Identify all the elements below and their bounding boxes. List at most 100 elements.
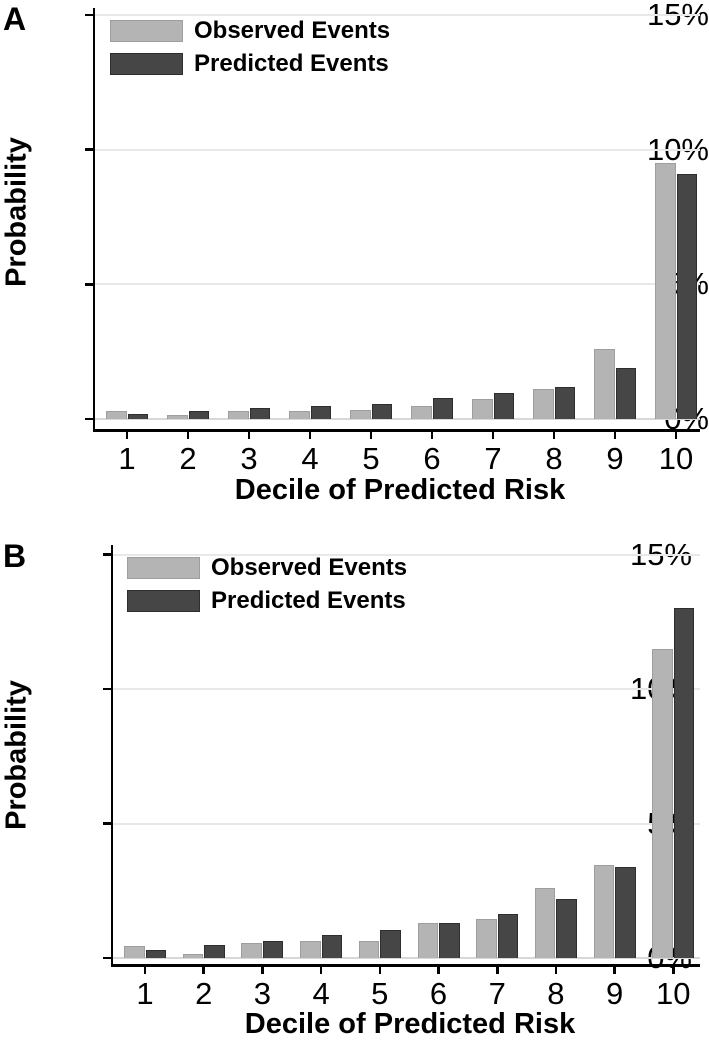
bar-observed-decile-9 [593,865,615,958]
y-axis-tick [103,553,113,556]
bar-observed-decile-6 [411,405,432,419]
legend-label-predicted: Predicted Events [194,50,389,77]
bar-observed-decile-1 [124,945,145,958]
y-axis-tick [85,148,95,151]
x-tick-label-6: 6 [423,441,441,476]
bar-predicted-decile-2 [204,944,225,958]
legend-item-observed: Observed Events [110,19,390,43]
x-axis-tick [674,429,678,439]
x-axis-tick [319,964,323,974]
x-axis-tick [308,429,312,439]
gridline-0pct [95,418,700,420]
x-axis-tick [496,964,499,974]
x-tick-label-9: 9 [606,441,624,476]
bar-observed-decile-3 [241,943,262,958]
panel-a-x-axis-title: Decile of Predicted Risk [234,474,566,506]
gridline-15pct [113,553,700,556]
predicted-swatch-icon [110,53,183,75]
observed-swatch-icon [110,20,183,42]
x-axis-tick [125,429,129,439]
bar-observed-decile-3 [228,410,249,419]
predicted-swatch-icon [127,590,200,612]
x-tick-label-7: 7 [484,441,502,476]
x-tick-label-7: 7 [488,976,506,1011]
x-tick-label-3: 3 [253,976,272,1011]
x-tick-label-5: 5 [371,976,389,1011]
x-tick-label-8: 8 [547,976,565,1011]
bar-observed-decile-10 [655,163,676,419]
bar-observed-decile-8 [534,888,556,958]
y-axis-tick [85,417,95,421]
x-tick-label-4: 4 [301,441,319,476]
x-tick-label-3: 3 [240,441,258,476]
gridline-10pct [95,148,700,151]
x-axis-tick [491,429,495,439]
panel-b-legend: Observed Events Predicted Events [127,556,407,622]
x-axis-tick [143,964,147,974]
legend-label-observed: Observed Events [194,17,391,44]
x-tick-label-1: 1 [136,976,154,1011]
x-tick-label-4: 4 [312,976,330,1011]
bar-observed-decile-9 [594,349,615,419]
bar-observed-decile-10 [652,648,673,958]
x-axis-tick [202,964,205,974]
x-tick-label-2: 2 [179,441,197,476]
x-axis-line [110,964,700,967]
x-tick-label-10: 10 [658,441,694,476]
legend-item-predicted: Predicted Events [110,52,390,76]
bar-observed-decile-2 [182,954,204,958]
bar-predicted-decile-9 [615,367,636,419]
bar-predicted-decile-5 [380,929,401,958]
bar-observed-decile-5 [350,409,371,419]
bar-observed-decile-6 [417,923,438,958]
bar-predicted-decile-4 [321,935,343,958]
bar-predicted-decile-5 [371,404,392,419]
bar-predicted-decile-7 [497,913,519,958]
x-tick-label-9: 9 [605,976,624,1011]
bar-observed-decile-8 [533,389,554,419]
x-axis-line [92,429,700,432]
legend-label-observed: Observed Events [211,554,408,581]
gridline-5pct [113,822,700,825]
bar-predicted-decile-8 [554,386,575,419]
x-axis-tick [430,429,434,439]
x-tick-label-8: 8 [545,441,563,476]
bar-observed-decile-7 [476,919,497,958]
bar-predicted-decile-3 [262,940,284,958]
x-axis-tick [552,429,556,439]
x-tick-label-2: 2 [195,976,213,1011]
x-tick-label-10: 10 [656,976,691,1011]
legend-item-predicted: Predicted Events [127,589,407,613]
bar-predicted-decile-1 [145,949,166,958]
x-axis-tick [437,964,440,974]
observed-swatch-icon [127,557,200,579]
x-axis-tick [369,429,373,439]
bar-observed-decile-4 [289,410,310,419]
x-tick-label-1: 1 [118,441,136,476]
panel-b-y-axis-title: Probability [0,680,33,830]
bar-predicted-decile-4 [310,405,331,419]
y-axis-tick [103,822,113,825]
bar-predicted-decile-2 [188,410,209,419]
y-axis-line [92,8,95,432]
panel-b-letter: B [3,538,27,574]
bar-predicted-decile-3 [249,408,270,419]
y-axis-line [110,545,113,967]
x-axis-tick [613,429,617,439]
panel-b-x-axis-title: Decile of Predicted Risk [244,1008,576,1040]
bar-predicted-decile-7 [493,393,514,419]
gridline-0pct [113,957,700,959]
bar-predicted-decile-6 [439,923,460,958]
y-axis-tick [103,687,113,691]
x-tick-label-5: 5 [362,441,380,476]
panel-a-legend: Observed Events Predicted Events [110,19,390,85]
bar-observed-decile-1 [106,410,127,419]
x-axis-tick [554,964,558,974]
bar-observed-decile-4 [300,940,321,958]
x-axis-tick [672,964,675,974]
panel-a-letter: A [3,1,27,37]
bar-observed-decile-2 [167,415,188,419]
